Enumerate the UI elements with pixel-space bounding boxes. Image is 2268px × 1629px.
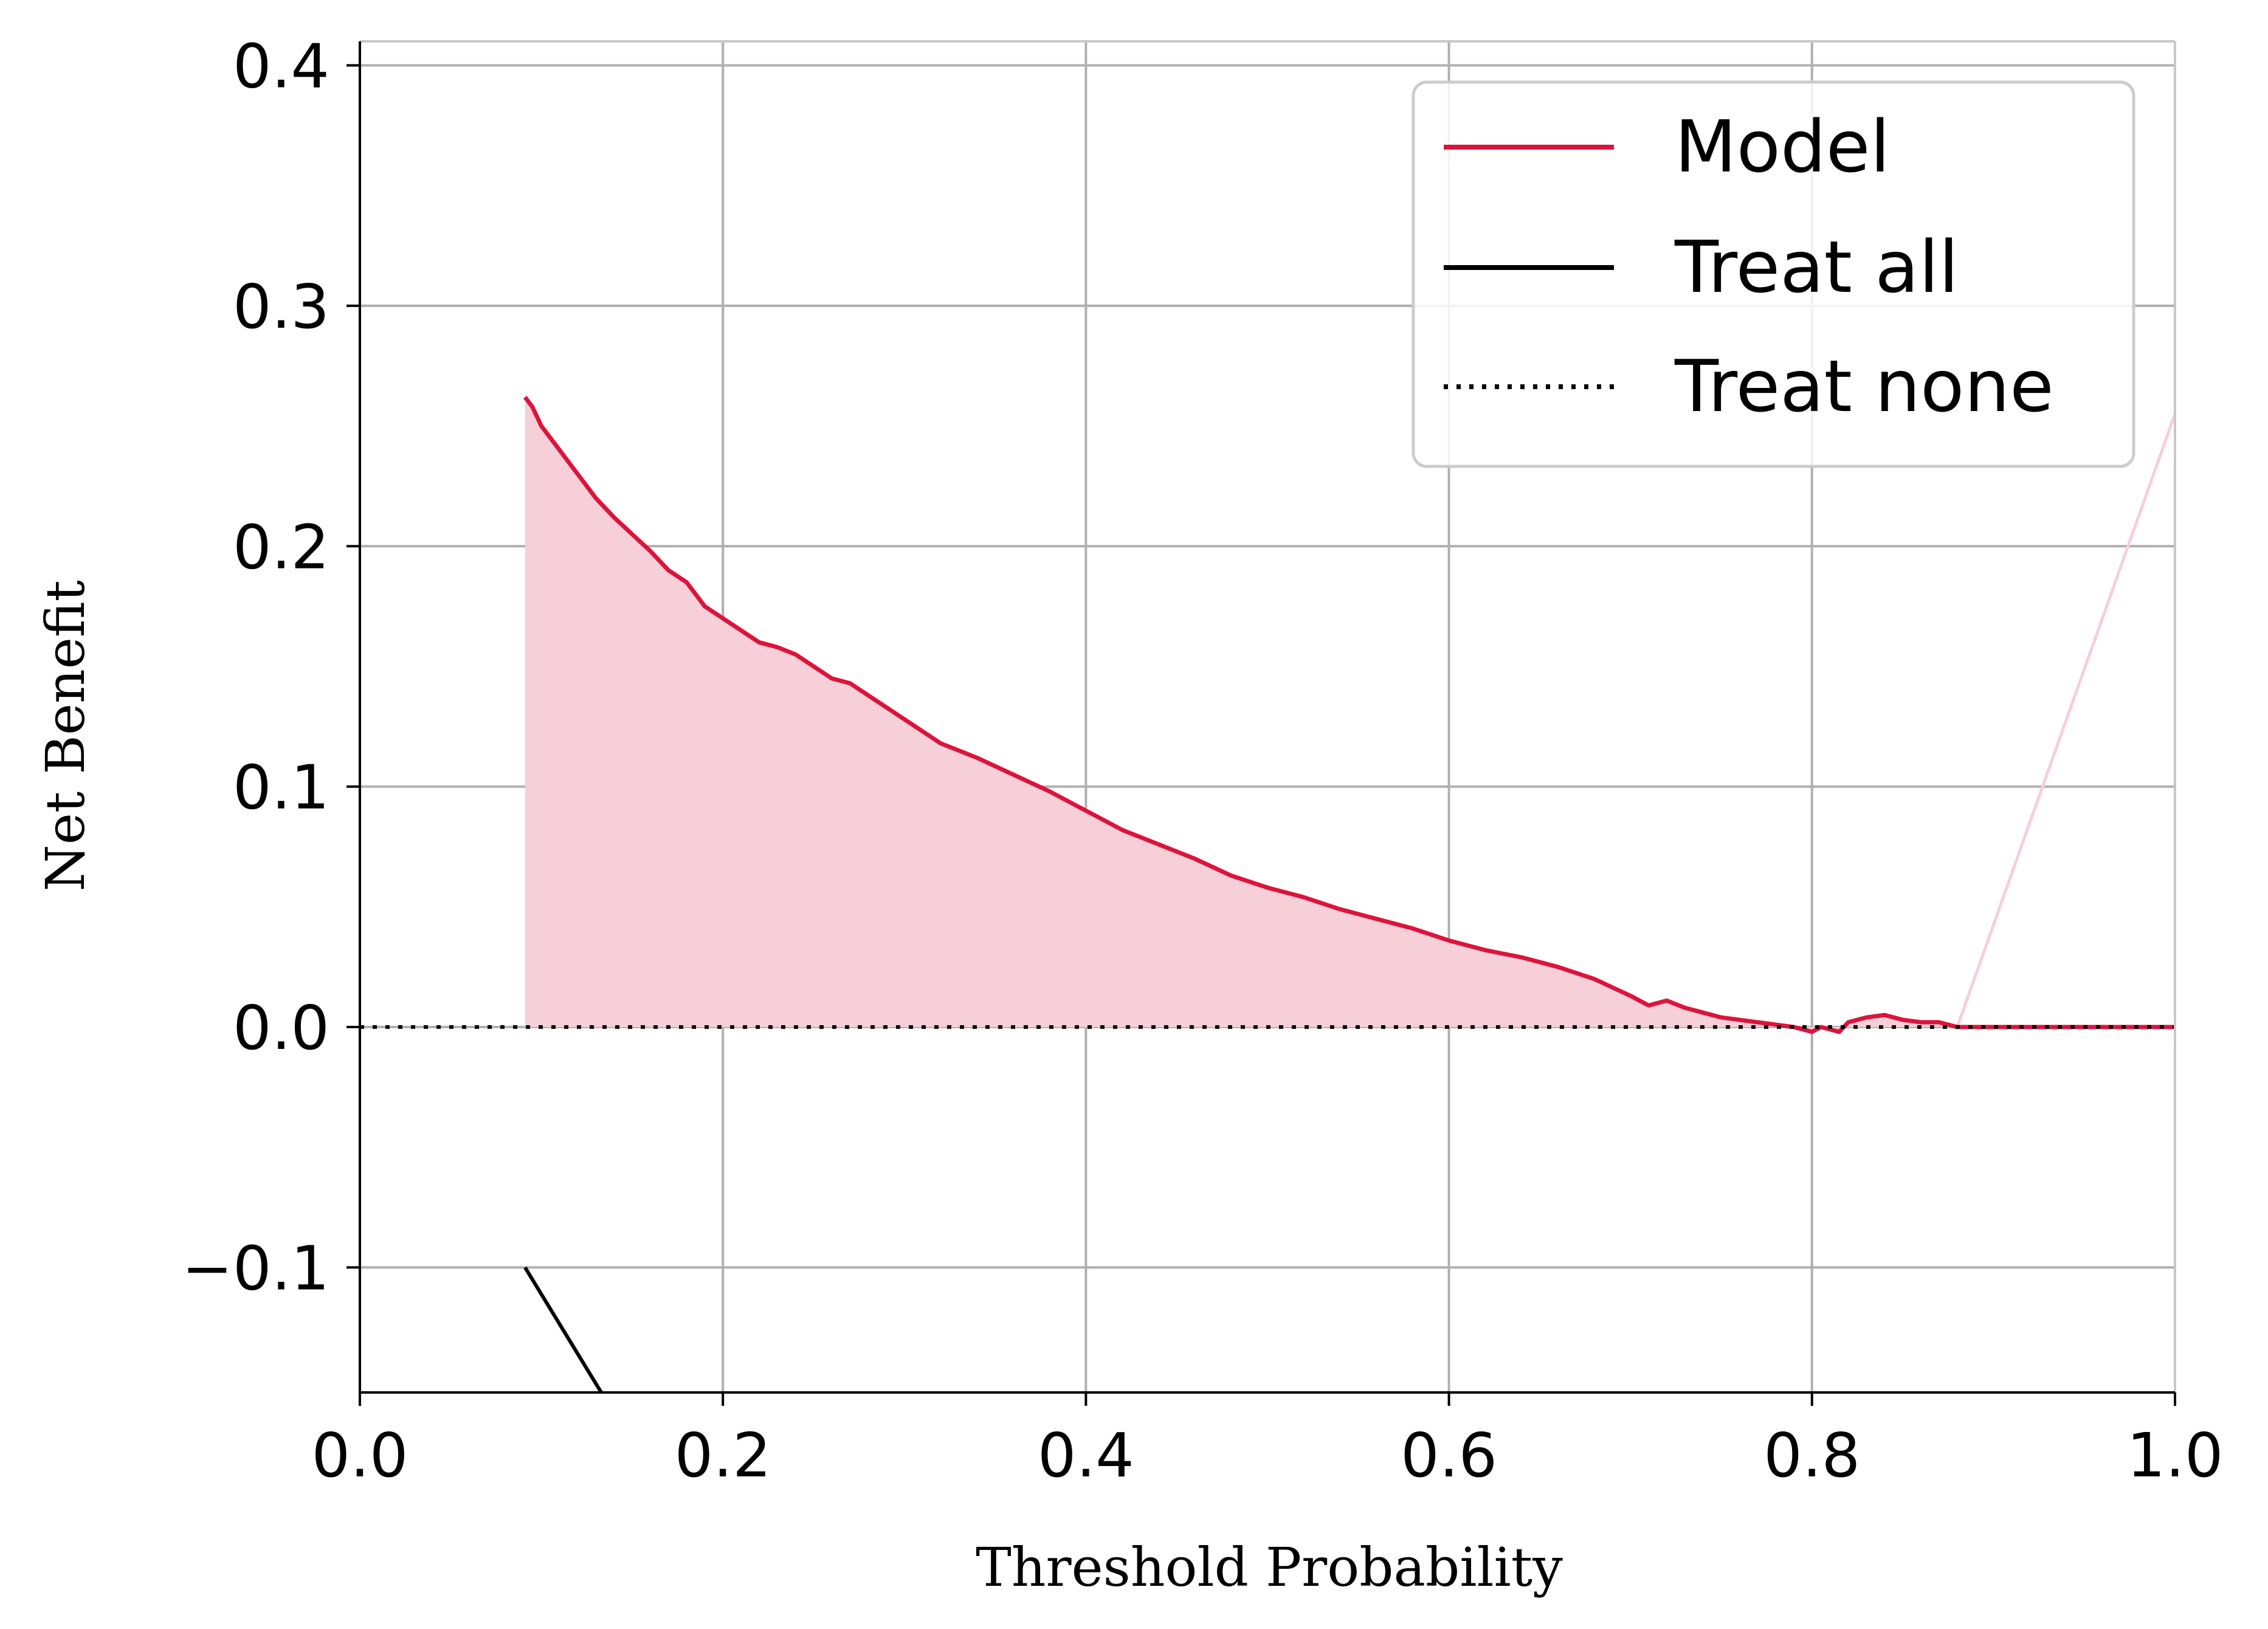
plot-lines-layer — [360, 396, 2175, 1394]
y-tick-label-1: 0.0 — [233, 992, 329, 1064]
y-tick-label-3: 0.2 — [233, 511, 329, 583]
x-tick-label-3: 0.6 — [1401, 1420, 1497, 1491]
axes-spines — [359, 40, 2176, 1394]
x-tick-label-5: 1.0 — [2126, 1420, 2223, 1491]
legend-label-treat-all: Treat all — [1674, 225, 1959, 309]
y-tick-label-5: 0.4 — [233, 31, 329, 102]
y-tick-label-2: 0.1 — [233, 752, 329, 823]
x-axis-ticks: 0.0 0.2 0.4 0.6 0.8 1.0 — [311, 1392, 2224, 1491]
model-fill-area — [525, 397, 2175, 1032]
model-line — [523, 396, 2175, 1034]
x-tick-label-1: 0.2 — [675, 1420, 771, 1491]
y-tick-label-0: −0.1 — [182, 1233, 329, 1304]
legend-label-model: Model — [1675, 105, 1890, 188]
legend-label-treat-none: Treat none — [1674, 344, 2054, 428]
x-tick-label-4: 0.8 — [1763, 1420, 1860, 1491]
treat-all-line — [523, 1266, 603, 1394]
x-tick-label-2: 0.4 — [1038, 1420, 1134, 1491]
y-axis-ticks: −0.1 0.0 0.1 0.2 0.3 0.4 — [182, 31, 360, 1304]
legend-frame — [1411, 80, 2135, 468]
legend: Model Treat all Treat none — [1411, 80, 2135, 468]
y-axis-label: Net Benefit — [34, 580, 97, 891]
y-tick-label-4: 0.3 — [233, 271, 329, 342]
x-tick-label-0: 0.0 — [311, 1420, 408, 1491]
plot-fill-layer — [525, 397, 2177, 1032]
model-fill-edge-line — [1956, 413, 2177, 1028]
x-axis-label: Threshold Probability — [976, 1536, 1563, 1599]
